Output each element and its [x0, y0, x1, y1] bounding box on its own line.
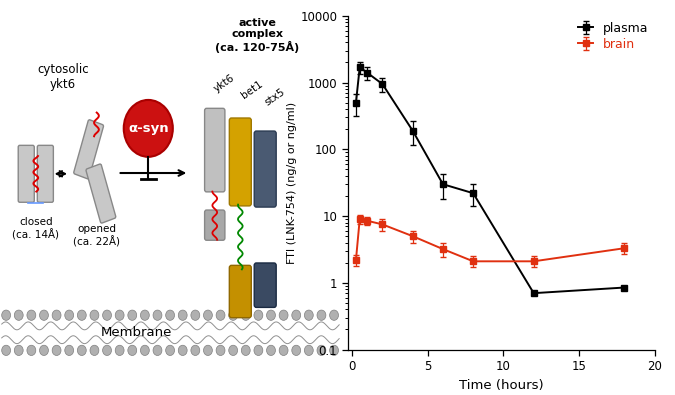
Circle shape: [27, 345, 36, 356]
Circle shape: [203, 345, 213, 356]
Circle shape: [304, 345, 313, 356]
Circle shape: [292, 310, 300, 320]
Circle shape: [279, 310, 288, 320]
Circle shape: [153, 345, 162, 356]
FancyBboxPatch shape: [230, 118, 251, 206]
FancyBboxPatch shape: [254, 263, 276, 307]
Circle shape: [279, 345, 288, 356]
Text: cytosolic
ykt6: cytosolic ykt6: [37, 63, 89, 91]
Circle shape: [329, 310, 338, 320]
Circle shape: [242, 345, 250, 356]
Circle shape: [229, 345, 238, 356]
Circle shape: [14, 345, 23, 356]
Circle shape: [115, 345, 124, 356]
Circle shape: [304, 310, 313, 320]
Circle shape: [317, 310, 326, 320]
Circle shape: [40, 345, 49, 356]
Circle shape: [140, 345, 149, 356]
Text: α-syn: α-syn: [128, 122, 169, 135]
Circle shape: [124, 100, 173, 157]
Circle shape: [216, 310, 225, 320]
Circle shape: [128, 345, 137, 356]
FancyBboxPatch shape: [205, 210, 225, 240]
Y-axis label: FTI (LNK-754) (ng/g or ng/ml): FTI (LNK-754) (ng/g or ng/ml): [288, 102, 298, 264]
Text: Membrane: Membrane: [101, 326, 172, 339]
Circle shape: [165, 345, 175, 356]
Circle shape: [216, 345, 225, 356]
Circle shape: [78, 310, 86, 320]
Text: opened
(ca. 22Å): opened (ca. 22Å): [73, 224, 120, 248]
FancyBboxPatch shape: [37, 145, 53, 202]
Text: closed
(ca. 14Å): closed (ca. 14Å): [12, 217, 59, 241]
Circle shape: [103, 345, 111, 356]
Circle shape: [165, 310, 175, 320]
Text: ykt6: ykt6: [212, 73, 237, 94]
Circle shape: [14, 310, 23, 320]
Circle shape: [128, 310, 137, 320]
FancyBboxPatch shape: [254, 131, 276, 207]
Circle shape: [267, 310, 275, 320]
Circle shape: [191, 310, 200, 320]
FancyBboxPatch shape: [205, 108, 225, 192]
Circle shape: [292, 345, 300, 356]
Circle shape: [329, 345, 338, 356]
FancyBboxPatch shape: [18, 145, 34, 202]
Circle shape: [90, 345, 99, 356]
Text: bet1: bet1: [240, 79, 265, 101]
Circle shape: [178, 310, 187, 320]
Circle shape: [242, 310, 250, 320]
Circle shape: [40, 310, 49, 320]
FancyBboxPatch shape: [74, 120, 103, 179]
Circle shape: [115, 310, 124, 320]
Circle shape: [254, 310, 263, 320]
Circle shape: [90, 310, 99, 320]
Circle shape: [254, 345, 263, 356]
Text: stx5: stx5: [263, 87, 288, 107]
Circle shape: [52, 310, 61, 320]
Circle shape: [140, 310, 149, 320]
Circle shape: [153, 310, 162, 320]
Circle shape: [2, 310, 11, 320]
Circle shape: [65, 345, 74, 356]
Circle shape: [178, 345, 187, 356]
Legend: plasma, brain: plasma, brain: [578, 22, 649, 51]
Circle shape: [27, 310, 36, 320]
Circle shape: [317, 345, 326, 356]
FancyBboxPatch shape: [86, 164, 116, 223]
Circle shape: [2, 345, 11, 356]
Circle shape: [267, 345, 275, 356]
X-axis label: Time (hours): Time (hours): [459, 378, 543, 391]
FancyBboxPatch shape: [230, 265, 251, 318]
Circle shape: [229, 310, 238, 320]
Circle shape: [191, 345, 200, 356]
Circle shape: [65, 310, 74, 320]
Circle shape: [78, 345, 86, 356]
Text: active
complex
(ca. 120-75Å): active complex (ca. 120-75Å): [215, 18, 300, 53]
Circle shape: [52, 345, 61, 356]
Circle shape: [203, 310, 213, 320]
Circle shape: [103, 310, 111, 320]
